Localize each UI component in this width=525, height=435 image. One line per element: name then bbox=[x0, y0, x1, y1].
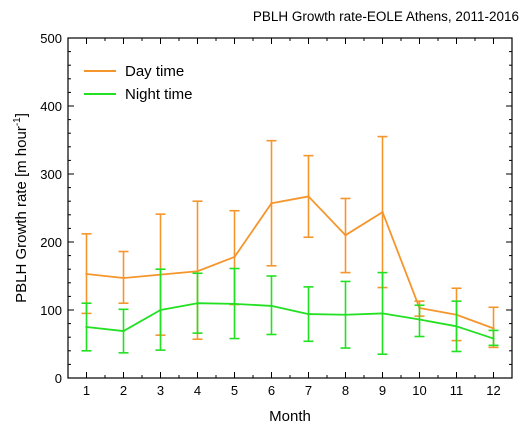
x-axis-label: Month bbox=[269, 408, 311, 425]
x-tick-label: 10 bbox=[412, 383, 426, 398]
x-tick-label: 11 bbox=[450, 383, 464, 398]
x-tick-label: 3 bbox=[157, 383, 164, 398]
x-tick-label: 1 bbox=[83, 383, 90, 398]
x-tick-label: 8 bbox=[342, 383, 349, 398]
y-tick-label: 200 bbox=[40, 235, 62, 250]
y-axis-label-main: PBLH Growth rate [m hour bbox=[13, 126, 30, 303]
legend: Day time Night time bbox=[84, 63, 193, 103]
series-night-time bbox=[81, 267, 499, 356]
x-tick-label: 6 bbox=[268, 383, 275, 398]
legend-label-night: Night time bbox=[125, 86, 193, 103]
y-axis: 0 100 200 300 400 500 bbox=[40, 31, 512, 386]
legend-label-day: Day time bbox=[125, 63, 184, 80]
x-tick-label: 5 bbox=[231, 383, 238, 398]
y-axis-label-superscript: -1 bbox=[12, 117, 23, 126]
series-layer bbox=[81, 135, 499, 356]
y-tick-label: 100 bbox=[40, 303, 62, 318]
chart-title: PBLH Growth rate-EOLE Athens, 2011-2016 bbox=[253, 9, 519, 24]
x-axis: 1 2 3 4 5 6 7 8 9 10 11 12 bbox=[83, 38, 501, 398]
y-tick-label: 0 bbox=[55, 371, 62, 386]
y-axis-label-close: ] bbox=[13, 113, 30, 117]
series-line bbox=[86, 195, 494, 330]
x-tick-label: 12 bbox=[486, 383, 500, 398]
x-tick-label: 7 bbox=[305, 383, 312, 398]
y-tick-label: 400 bbox=[40, 99, 62, 114]
x-tick-label: 9 bbox=[379, 383, 386, 398]
series-day-time bbox=[81, 135, 499, 349]
y-axis-label: PBLH Growth rate [m hour-1] bbox=[12, 113, 30, 303]
y-tick-label: 500 bbox=[40, 31, 62, 46]
series-line bbox=[86, 302, 494, 340]
x-tick-label: 4 bbox=[194, 383, 201, 398]
y-tick-label: 300 bbox=[40, 167, 62, 182]
x-tick-label: 2 bbox=[120, 383, 127, 398]
